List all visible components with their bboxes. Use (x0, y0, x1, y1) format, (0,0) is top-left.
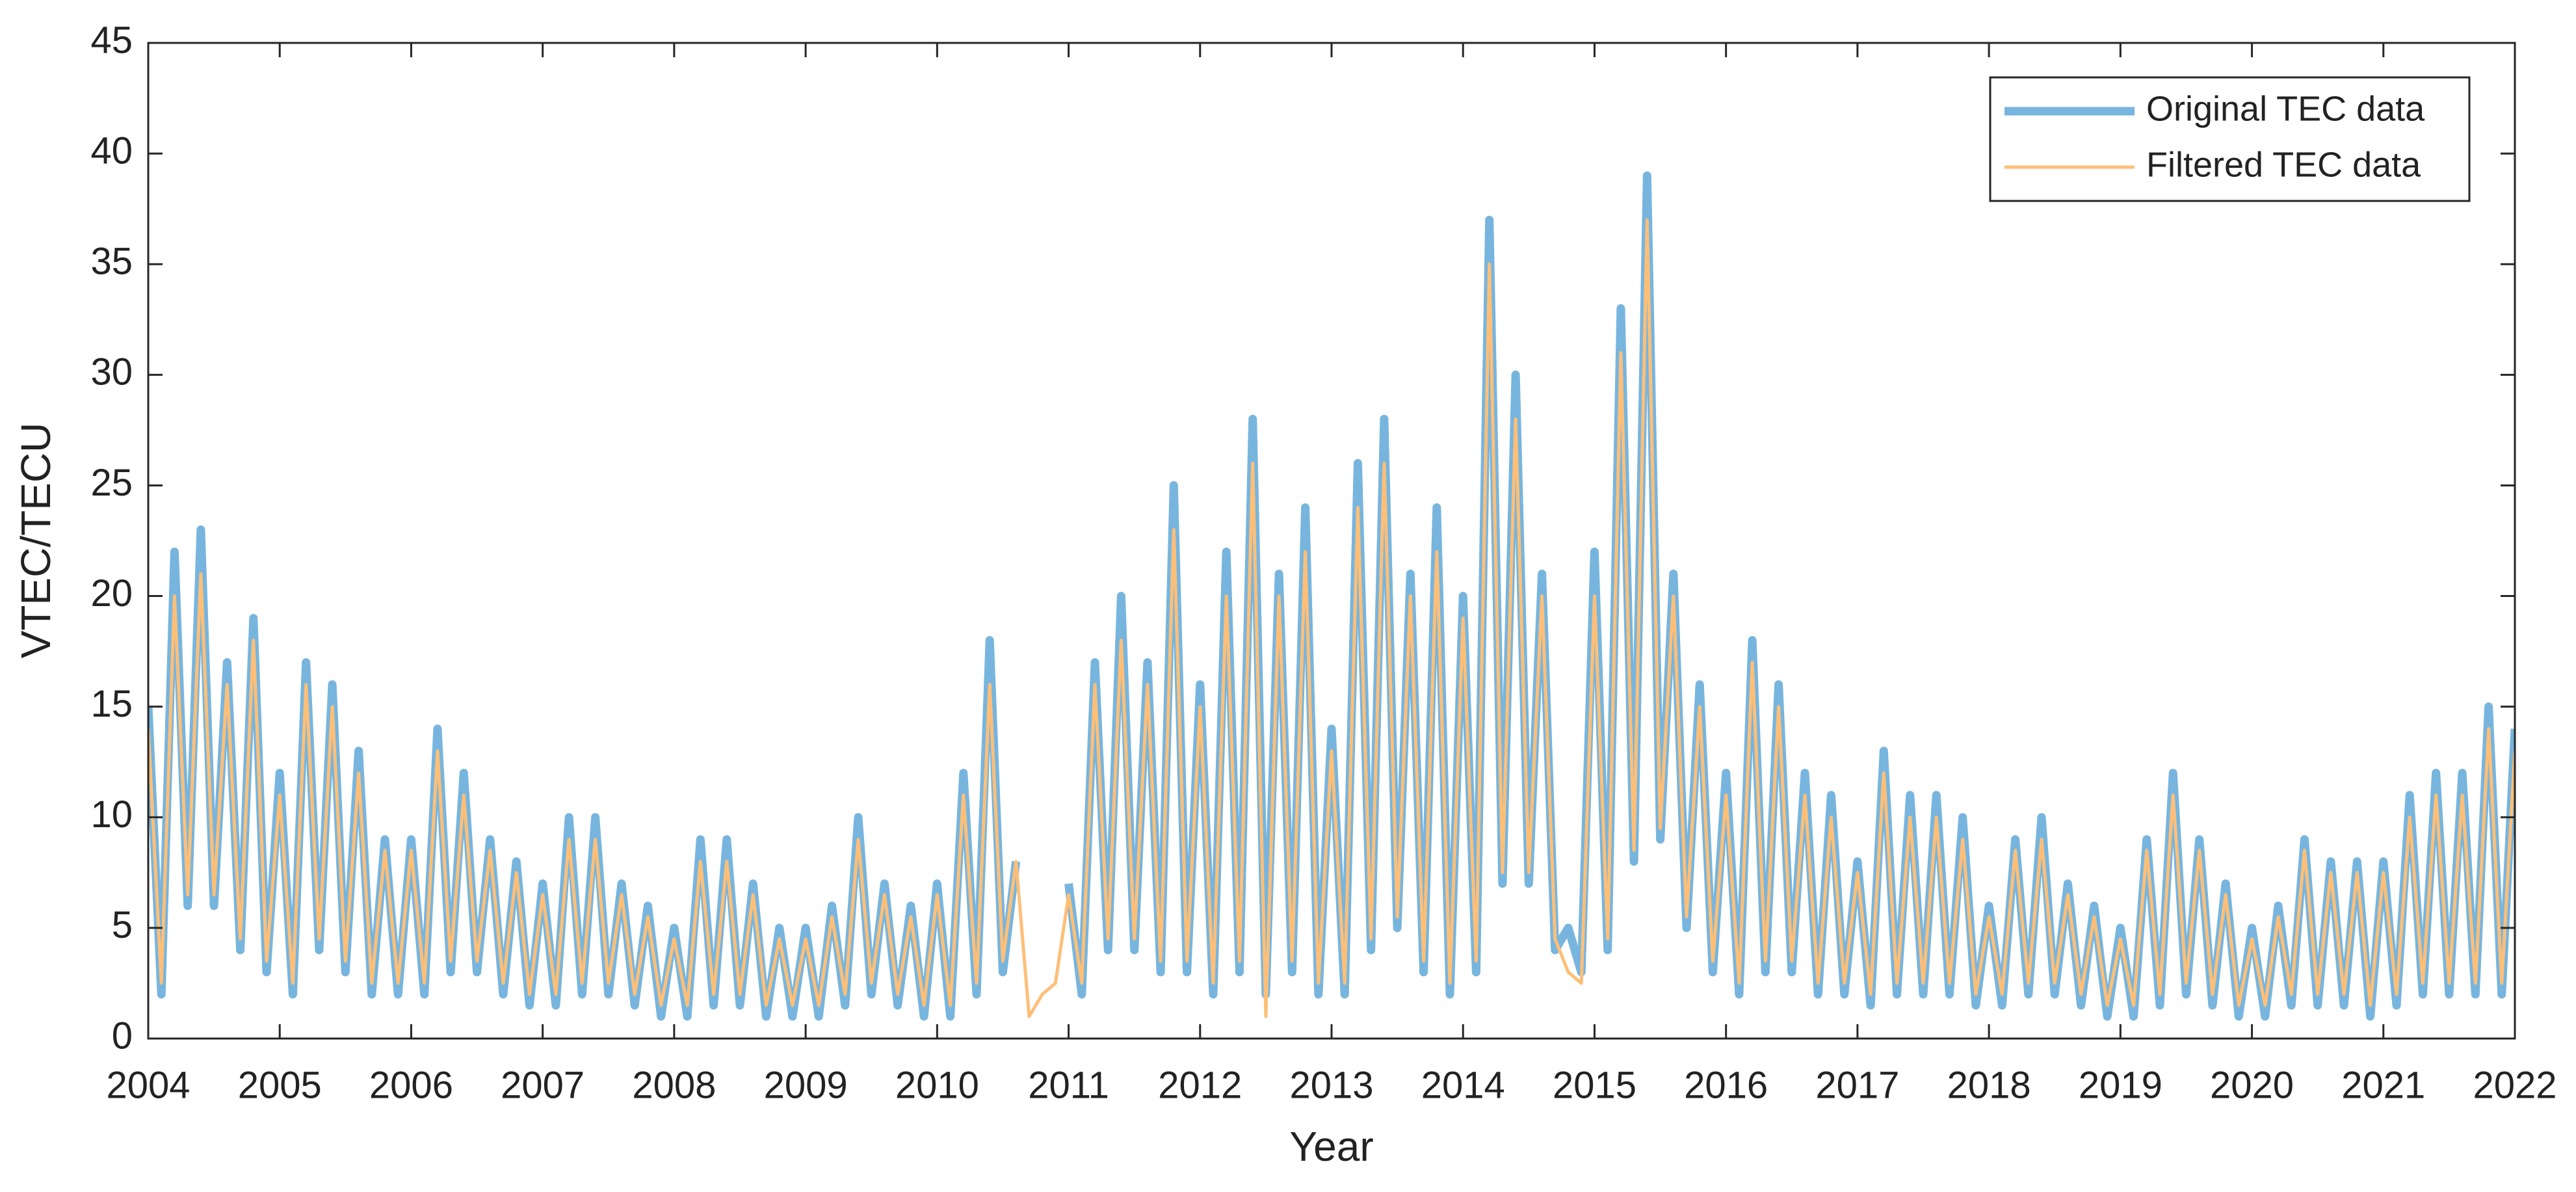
legend-box (1989, 76, 2471, 202)
y-tick-label: 45 (90, 19, 133, 61)
y-tick-label: 30 (90, 351, 133, 393)
x-tick-label: 2020 (2210, 1064, 2294, 1106)
data-line (148, 171, 2515, 1021)
y-tick-label: 25 (90, 462, 133, 504)
x-tick-label: 2004 (106, 1064, 190, 1106)
y-tick-label: 15 (90, 683, 133, 725)
x-tick-label: 2019 (2079, 1064, 2162, 1106)
x-tick-label: 2010 (895, 1064, 979, 1106)
x-tick-label: 2014 (1421, 1064, 1505, 1106)
x-tick-label: 2021 (2341, 1064, 2425, 1106)
y-tick-label: 35 (90, 241, 133, 283)
data-line (148, 218, 2515, 1018)
y-tick-label: 10 (90, 793, 133, 836)
legend-label: Filtered TEC data (2146, 145, 2421, 184)
x-tick-label: 2011 (1028, 1064, 1109, 1106)
x-tick-label: 2008 (632, 1064, 716, 1106)
x-tick-label: 2022 (2473, 1064, 2556, 1106)
y-tick-label: 5 (112, 904, 133, 946)
y-tick-label: 20 (90, 572, 133, 615)
x-tick-label: 2015 (1553, 1064, 1636, 1106)
x-tick-label: 2013 (1289, 1064, 1373, 1106)
y-axis-label: VTEC/TECU (12, 423, 59, 659)
y-tick-label: 0 (112, 1014, 133, 1057)
x-tick-label: 2017 (1815, 1064, 1899, 1106)
y-tick-label: 40 (90, 129, 133, 172)
x-tick-label: 2006 (369, 1064, 453, 1106)
x-axis-label: Year (1289, 1123, 1373, 1170)
legend-label: Original TEC data (2146, 89, 2425, 128)
x-tick-label: 2007 (501, 1064, 585, 1106)
x-tick-label: 2005 (238, 1064, 322, 1106)
x-tick-label: 2016 (1684, 1064, 1768, 1106)
x-tick-label: 2009 (764, 1064, 848, 1106)
x-tick-label: 2018 (1947, 1064, 2031, 1106)
x-tick-label: 2012 (1158, 1064, 1242, 1106)
